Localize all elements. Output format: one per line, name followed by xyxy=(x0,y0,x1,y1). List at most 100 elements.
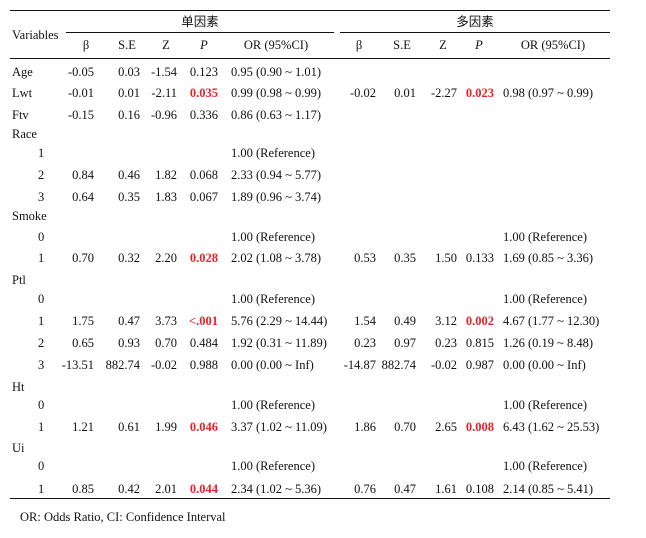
multivariate-se-cell: 0.97 xyxy=(394,336,416,350)
univariate-se-cell: 0.16 xyxy=(118,108,140,122)
multivariate-p-header: P xyxy=(475,38,483,52)
multivariate-se-cell: 0.01 xyxy=(394,86,416,100)
univariate-beta-cell: 0.85 xyxy=(72,482,94,496)
univariate-p-header: P xyxy=(200,38,208,52)
multivariate-se-cell: 0.47 xyxy=(394,482,416,496)
variable-label: Ftv xyxy=(12,108,29,122)
univariate-se-cell: 0.61 xyxy=(118,420,140,434)
level-label: 2 xyxy=(38,168,45,182)
univariate-or-ci-cell: 2.02 (1.08 ~ 3.78) xyxy=(231,251,322,265)
level-label: 0 xyxy=(38,230,45,244)
univariate-se-cell: 882.74 xyxy=(105,358,140,372)
univariate-or-ci-cell: 0.00 (0.00 ~ Inf) xyxy=(231,358,314,372)
univariate-or-ci-cell: 1.00 (Reference) xyxy=(231,292,315,306)
multivariate-z-cell: 1.50 xyxy=(435,251,457,265)
univariate-p-cell: 0.336 xyxy=(189,108,218,122)
multivariate-se-cell: 0.70 xyxy=(394,420,416,434)
univariate-z-cell: 3.73 xyxy=(155,314,177,328)
multivariate-se-cell: 0.35 xyxy=(394,251,416,265)
header-rule xyxy=(10,58,610,59)
multivariate-beta-header: β xyxy=(355,38,363,52)
level-label: 0 xyxy=(38,292,45,306)
univariate-beta-cell: 1.75 xyxy=(72,314,94,328)
multivariate-p-cell: 0.002 xyxy=(465,314,494,328)
univariate-beta-cell: -0.15 xyxy=(67,108,94,122)
univariate-or-ci-cell: 0.99 (0.98 ~ 0.99) xyxy=(231,86,322,100)
multivariate-or-ci-cell: 1.00 (Reference) xyxy=(503,398,587,412)
multivariate-beta-cell: 1.54 xyxy=(354,314,376,328)
univariate-beta-cell: -0.05 xyxy=(67,65,94,79)
variable-label: Ptl xyxy=(12,273,26,287)
univariate-p-cell: 0.988 xyxy=(189,358,218,372)
level-label: 1 xyxy=(38,146,45,160)
univariate-or-ci-cell: 1.00 (Reference) xyxy=(231,459,315,473)
multivariate-or-ci-cell: 0.00 (0.00 ~ Inf) xyxy=(503,358,586,372)
footnote: OR: Odds Ratio, CI: Confidence Interval xyxy=(20,510,226,524)
multivariate-or-ci-cell: 1.69 (0.85 ~ 3.36) xyxy=(503,251,594,265)
univariate-z-header: Z xyxy=(162,38,170,52)
variable-label: Smoke xyxy=(12,209,47,223)
variable-label: Age xyxy=(12,65,33,79)
univariate-se-cell: 0.01 xyxy=(118,86,140,100)
univariate-beta-cell: 0.65 xyxy=(72,336,94,350)
multivariate-or-ci-cell: 1.26 (0.19 ~ 8.48) xyxy=(503,336,594,350)
univariate-beta-cell: -0.01 xyxy=(67,86,94,100)
univariate-z-cell: 2.20 xyxy=(155,251,177,265)
multivariate-z-cell: -0.02 xyxy=(430,358,457,372)
univariate-or-ci-cell: 1.00 (Reference) xyxy=(231,398,315,412)
univariate-p-cell: 0.123 xyxy=(189,65,218,79)
multivariate-beta-cell: -14.87 xyxy=(343,358,376,372)
multivariate-beta-cell: 1.86 xyxy=(354,420,376,434)
multivariate-p-cell: 0.023 xyxy=(465,86,494,100)
multivariate-or-ci-cell: 1.00 (Reference) xyxy=(503,459,587,473)
univariate-p-cell: 0.035 xyxy=(189,86,218,100)
multivariate-z-header: Z xyxy=(439,38,447,52)
univariate-or-ci-header: OR (95%CI) xyxy=(243,38,309,52)
level-label: 2 xyxy=(38,336,45,350)
univariate-or-ci-cell: 2.34 (1.02 ~ 5.36) xyxy=(231,482,322,496)
univariate-p-cell: 0.028 xyxy=(189,251,218,265)
univariate-group-rule xyxy=(66,32,334,33)
multivariate-z-cell: 3.12 xyxy=(435,314,457,328)
univariate-p-cell: 0.484 xyxy=(189,336,218,350)
level-label: 3 xyxy=(38,190,45,204)
top-rule xyxy=(10,10,610,11)
univariate-or-ci-cell: 2.33 (0.94 ~ 5.77) xyxy=(231,168,322,182)
univariate-z-cell: 1.99 xyxy=(155,420,177,434)
univariate-beta-cell: 0.84 xyxy=(72,168,94,182)
level-label: 1 xyxy=(38,420,45,434)
variable-label: Lwt xyxy=(12,86,33,100)
univariate-z-cell: 2.01 xyxy=(155,482,177,496)
multivariate-se-header: S.E xyxy=(393,38,411,52)
univariate-beta-cell: -13.51 xyxy=(61,358,94,372)
univariate-beta-cell: 1.21 xyxy=(72,420,94,434)
univariate-z-cell: 0.70 xyxy=(155,336,177,350)
multivariate-p-cell: 0.815 xyxy=(465,336,494,350)
univariate-p-cell: 0.044 xyxy=(189,482,218,496)
multivariate-or-ci-cell: 0.98 (0.97 ~ 0.99) xyxy=(503,86,594,100)
multivariate-group-rule xyxy=(340,32,610,33)
univariate-beta-cell: 0.70 xyxy=(72,251,94,265)
multivariate-beta-cell: 0.53 xyxy=(354,251,376,265)
level-label: 1 xyxy=(38,314,45,328)
variable-label: Ui xyxy=(12,441,25,455)
multivariate-or-ci-header: OR (95%CI) xyxy=(520,38,586,52)
univariate-or-ci-cell: 0.95 (0.90 ~ 1.01) xyxy=(231,65,322,79)
multivariate-se-cell: 0.49 xyxy=(394,314,416,328)
multivariate-z-cell: 0.23 xyxy=(435,336,457,350)
univariate-p-cell: 0.067 xyxy=(189,190,218,204)
univariate-z-cell: -2.11 xyxy=(151,86,177,100)
level-label: 3 xyxy=(38,358,45,372)
multivariate-p-cell: 0.008 xyxy=(465,420,494,434)
univariate-or-ci-cell: 0.86 (0.63 ~ 1.17) xyxy=(231,108,322,122)
variable-label: Race xyxy=(12,127,37,141)
univariate-se-cell: 0.46 xyxy=(118,168,140,182)
variable-label: Ht xyxy=(12,380,25,394)
multivariate-or-ci-cell: 6.43 (1.62 ~ 25.53) xyxy=(503,420,600,434)
univariate-se-cell: 0.42 xyxy=(118,482,140,496)
univariate-or-ci-cell: 1.89 (0.96 ~ 3.74) xyxy=(231,190,322,204)
multivariate-beta-cell: 0.76 xyxy=(354,482,376,496)
univariate-p-cell: 0.068 xyxy=(189,168,218,182)
univariate-se-cell: 0.32 xyxy=(118,251,140,265)
multivariate-or-ci-cell: 1.00 (Reference) xyxy=(503,292,587,306)
